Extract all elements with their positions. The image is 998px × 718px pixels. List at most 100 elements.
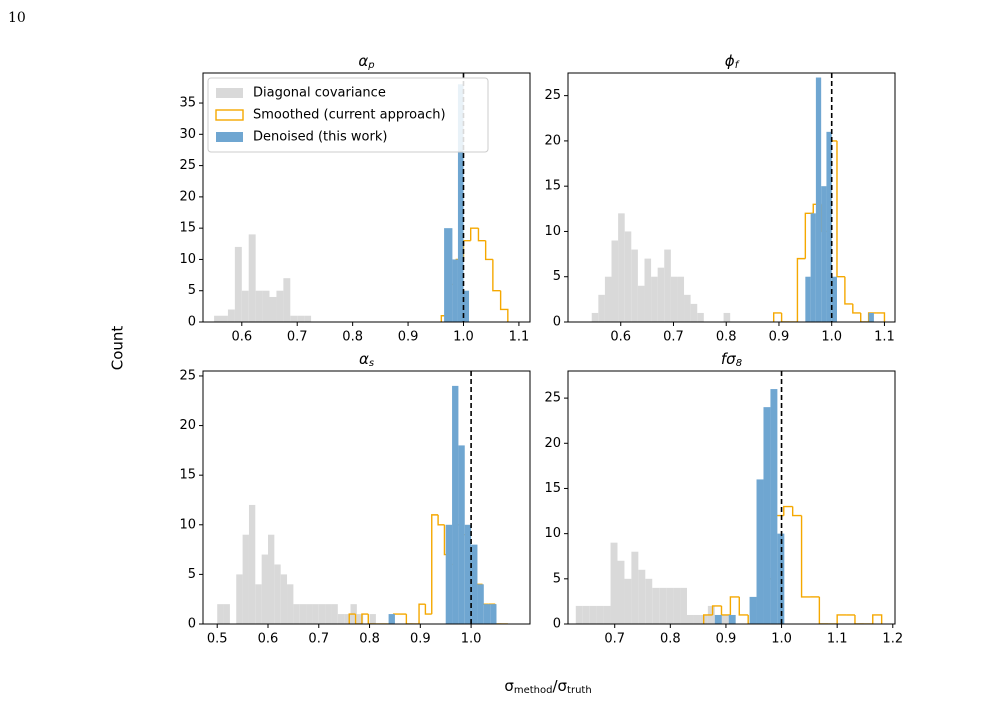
axes-frame xyxy=(567,370,896,625)
x-tick-label: 0.6 xyxy=(258,632,279,647)
hist-bar xyxy=(464,524,472,624)
title-symbol: fσ xyxy=(721,350,736,368)
y-tick-label: 25 xyxy=(179,158,196,173)
hist-bar xyxy=(269,296,277,322)
hist-bar xyxy=(463,290,470,322)
hist-bar xyxy=(262,290,270,322)
step-segment xyxy=(738,596,749,616)
subplot-title: ϕf xyxy=(725,52,740,72)
hist-bar xyxy=(248,234,256,322)
hist-bar xyxy=(618,213,625,322)
page-number: 10 xyxy=(8,10,26,26)
plot-area xyxy=(214,84,509,322)
hist-bar xyxy=(287,584,294,624)
hist-bar xyxy=(777,533,785,624)
hist-bar xyxy=(611,240,619,322)
x-tick-label: 1.1 xyxy=(874,330,895,345)
hist-bar xyxy=(255,290,263,322)
y-tick-label: 15 xyxy=(544,179,561,194)
hist-bar xyxy=(221,315,228,322)
hist-bar xyxy=(274,564,281,624)
x-tick-label: 0.7 xyxy=(663,330,684,345)
hist-bar xyxy=(325,604,332,624)
y-tick-label: 15 xyxy=(179,221,196,236)
hist-bar xyxy=(312,604,319,624)
title-symbol: α xyxy=(359,350,369,368)
hist-bar xyxy=(248,504,256,624)
x-label-sub: method xyxy=(514,685,553,696)
step-segment xyxy=(361,613,369,624)
title-symbol: α xyxy=(358,52,368,70)
step-segment xyxy=(348,613,356,624)
hist-bar xyxy=(591,312,599,322)
hist-bar xyxy=(690,303,698,322)
x-tick-label: 1.2 xyxy=(882,632,903,647)
x-tick-label: 0.9 xyxy=(769,330,790,345)
legend-swatch xyxy=(216,132,243,142)
step-segment xyxy=(780,312,790,322)
hist-bar xyxy=(477,584,484,624)
hist-bar xyxy=(267,534,275,624)
step-segment xyxy=(772,312,782,322)
hist-bar xyxy=(604,276,612,322)
legend-swatch xyxy=(216,88,243,98)
step-segment xyxy=(431,514,439,615)
legend-box xyxy=(207,77,489,153)
hist-bar xyxy=(610,542,618,624)
hist-bar xyxy=(490,604,497,624)
step-segment xyxy=(418,603,426,624)
x-tick-label: 1.0 xyxy=(461,632,482,647)
hist-bar xyxy=(369,614,376,624)
x-tick-label: 0.7 xyxy=(308,632,329,647)
hist-bar xyxy=(638,569,646,624)
y-tick-label: 15 xyxy=(179,468,196,483)
hist-bar xyxy=(728,614,736,624)
hist-bar xyxy=(659,587,667,624)
hist-bar xyxy=(337,614,345,624)
hist-bar xyxy=(227,309,235,322)
step-segment xyxy=(437,514,445,526)
hist-bar xyxy=(304,315,312,322)
legend-swatch xyxy=(215,109,244,121)
title-subscript: 8 xyxy=(736,358,742,369)
hist-bar xyxy=(255,584,262,624)
hist-bar xyxy=(680,587,688,624)
hist-bar xyxy=(236,574,243,624)
step-segment xyxy=(876,312,886,322)
legend-label: Smoothed (current approach) xyxy=(253,108,446,123)
hist-bar xyxy=(749,596,757,624)
x-tick-label: 1.1 xyxy=(509,330,530,345)
x-tick-label: 0.8 xyxy=(716,330,737,345)
hist-bar xyxy=(770,389,778,624)
step-segment xyxy=(354,614,362,624)
subplot-title: αs xyxy=(359,350,374,370)
y-tick-label: 10 xyxy=(544,526,561,541)
y-tick-label: 5 xyxy=(188,567,196,582)
step-segment xyxy=(492,259,501,292)
y-tick-label: 10 xyxy=(179,517,196,532)
x-tick-label: 0.6 xyxy=(610,330,631,345)
x-tick-label: 0.9 xyxy=(410,632,431,647)
hist-bar xyxy=(234,246,242,322)
hist-bar xyxy=(344,614,351,624)
hist-bar xyxy=(283,278,291,322)
hist-bar xyxy=(805,276,811,322)
hist-bar xyxy=(276,290,284,322)
hist-bar xyxy=(280,574,288,624)
hist-bar xyxy=(631,551,639,624)
hist-bar xyxy=(644,258,652,322)
y-tick-label: 5 xyxy=(553,269,561,284)
hist-bar xyxy=(631,249,638,322)
y-tick-label: 20 xyxy=(179,418,196,433)
hist-bar xyxy=(293,604,300,624)
hist-bar xyxy=(831,276,837,322)
step-segment xyxy=(702,614,713,624)
y-tick-label: 0 xyxy=(553,315,561,330)
plot-area xyxy=(217,385,508,624)
hist-bar xyxy=(306,604,313,624)
x-tick-label: 0.6 xyxy=(231,330,252,345)
hist-bar xyxy=(217,604,224,624)
hist-bar xyxy=(763,407,771,624)
step-segment xyxy=(800,515,811,598)
x-tick-label: 1.0 xyxy=(453,330,474,345)
